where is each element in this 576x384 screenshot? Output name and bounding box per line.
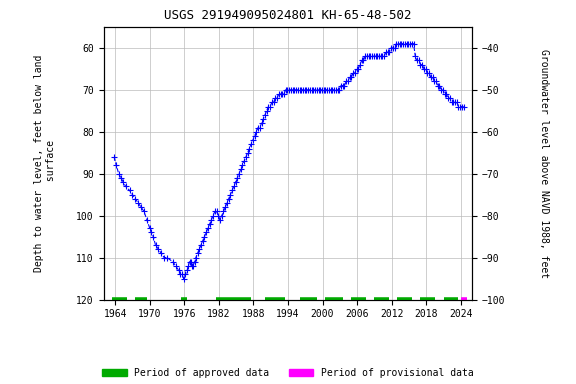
Title: USGS 291949095024801 KH-65-48-502: USGS 291949095024801 KH-65-48-502 — [164, 8, 412, 22]
Y-axis label: Groundwater level above NAVD 1988, feet: Groundwater level above NAVD 1988, feet — [539, 49, 549, 278]
Legend: Period of approved data, Period of provisional data: Period of approved data, Period of provi… — [98, 364, 478, 382]
Y-axis label: Depth to water level, feet below land
 surface: Depth to water level, feet below land su… — [34, 55, 56, 272]
